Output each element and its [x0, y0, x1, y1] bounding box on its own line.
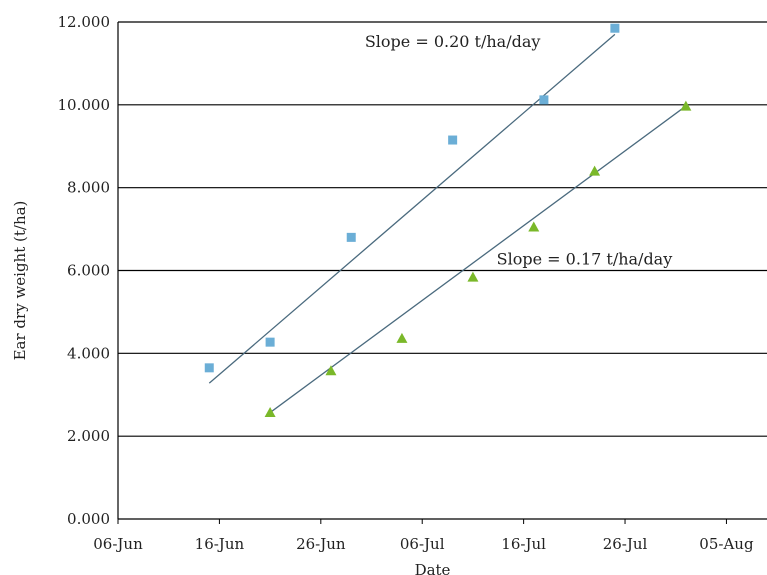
x-tick-label: 06-Jun [93, 535, 143, 553]
y-tick-label: 12.000 [58, 13, 111, 31]
y-tick-label: 10.000 [58, 96, 111, 114]
trendline-0 [208, 33, 616, 384]
annotations: Slope = 0.20 t/ha/day Slope = 0.17 t/ha/d… [365, 32, 672, 268]
slope-annotation: Slope = 0.17 t/ha/day [497, 249, 673, 268]
x-tick-label: 06-Jul [400, 535, 445, 553]
slope-annotation: Slope = 0.20 t/ha/day [365, 32, 541, 51]
data-point-square [204, 363, 214, 373]
y-tick-label: 6.000 [67, 262, 110, 280]
data-point-triangle [396, 332, 408, 343]
data-points [204, 23, 692, 418]
data-point-square [448, 135, 458, 145]
data-point-square [539, 95, 549, 105]
data-point-square [265, 337, 275, 347]
x-axis-title: Date [415, 561, 451, 575]
tick-labels: 0.000 2.000 4.000 6.000 8.000 10.000 12.000 06-… [58, 13, 754, 553]
trendline-1 [269, 105, 687, 414]
x-tick-label: 26-Jun [296, 535, 346, 553]
x-tick-label: 16-Jun [195, 535, 245, 553]
data-point-triangle [467, 271, 479, 282]
data-point-triangle [325, 365, 337, 376]
x-tick-label: 05-Aug [699, 535, 754, 553]
data-point-square [610, 23, 620, 33]
y-tick-label: 8.000 [67, 179, 110, 197]
y-tick-label: 0.000 [67, 510, 110, 528]
trendlines [208, 33, 687, 414]
axes [117, 22, 727, 524]
data-point-triangle [589, 165, 601, 176]
y-tick-label: 2.000 [67, 427, 110, 445]
x-tick-label: 16-Jul [501, 535, 546, 553]
data-point-triangle [264, 407, 276, 418]
grid-lines [118, 21, 767, 520]
y-tick-label: 4.000 [67, 344, 110, 362]
data-point-triangle [680, 100, 692, 111]
y-axis-title: Ear dry weight (t/ha) [11, 201, 29, 361]
data-point-square [346, 232, 356, 242]
x-tick-label: 26-Jul [603, 535, 648, 553]
data-point-triangle [528, 221, 540, 232]
